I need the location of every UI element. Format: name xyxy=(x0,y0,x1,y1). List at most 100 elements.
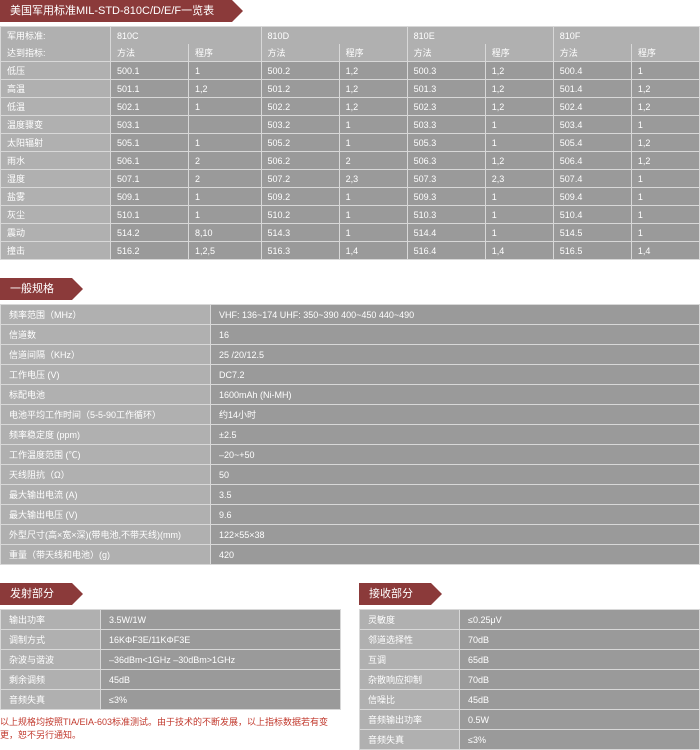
mil-method-cell: 516.4 xyxy=(407,242,485,260)
mil-method-cell: 503.4 xyxy=(553,116,631,134)
table-row: 高温501.11,2501.21,2501.31,2501.41,2 xyxy=(1,80,700,98)
mil-proc-cell: 1,2 xyxy=(339,98,407,116)
mil-sub-method: 方法 xyxy=(111,44,189,62)
tx-footnote: 以上规格均按照TIA/EIA-603标准测试。由于技术的不断发展，以上指标数据若… xyxy=(0,716,341,741)
mil-proc-cell: 1,2 xyxy=(631,98,699,116)
table-row: 灵敏度≤0.25μV xyxy=(360,610,700,630)
spec-value: 3.5W/1W xyxy=(101,610,341,630)
spec-key: 杂波与谐波 xyxy=(1,650,101,670)
table-row: 盐雾509.11509.21509.31509.41 xyxy=(1,188,700,206)
spec-value: 70dB xyxy=(460,670,700,690)
mil-col-810e: 810E xyxy=(407,27,553,45)
mil-proc-cell: 1,2 xyxy=(485,152,553,170)
general-table: 频率范围（MHz）VHF: 136~174 UHF: 350~390 400~4… xyxy=(0,304,700,565)
mil-method-cell: 500.3 xyxy=(407,62,485,80)
mil-proc-cell: 1,2 xyxy=(485,62,553,80)
table-row: 湿度507.12507.22,3507.32,3507.41 xyxy=(1,170,700,188)
mil-proc-cell: 1,2 xyxy=(631,80,699,98)
spec-key: 标配电池 xyxy=(1,385,211,405)
mil-method-cell: 502.2 xyxy=(261,98,339,116)
table-row: 最大输出电压 (V)9.6 xyxy=(1,505,700,525)
mil-proc-cell: 1 xyxy=(189,98,262,116)
mil-method-cell: 506.4 xyxy=(553,152,631,170)
mil-proc-cell: 1 xyxy=(485,188,553,206)
table-row: 太阳辐射505.11505.21505.31505.41,2 xyxy=(1,134,700,152)
mil-proc-cell: 1,2 xyxy=(485,98,553,116)
mil-method-cell: 509.2 xyxy=(261,188,339,206)
mil-method-cell: 500.1 xyxy=(111,62,189,80)
rx-section: 接收部分 灵敏度≤0.25μV邻道选择性70dB互调65dB杂散响应抑制70dB… xyxy=(359,583,700,750)
mil-method-cell: 502.1 xyxy=(111,98,189,116)
mil-col-810f: 810F xyxy=(553,27,699,45)
spec-value: 420 xyxy=(211,545,700,565)
mil-method-cell: 510.2 xyxy=(261,206,339,224)
spec-value: DC7.2 xyxy=(211,365,700,385)
spec-value: –20~+50 xyxy=(211,445,700,465)
spec-value: 约14小时 xyxy=(211,405,700,425)
table-row: 邻道选择性70dB xyxy=(360,630,700,650)
tx-title: 发射部分 xyxy=(0,583,72,605)
mil-method-cell: 514.2 xyxy=(111,224,189,242)
mil-proc-cell: 2,3 xyxy=(485,170,553,188)
mil-proc-cell: 1,4 xyxy=(631,242,699,260)
mil-proc-cell: 1 xyxy=(189,206,262,224)
mil-method-cell: 510.4 xyxy=(553,206,631,224)
mil-proc-cell: 2 xyxy=(189,152,262,170)
table-row: 工作电压 (V)DC7.2 xyxy=(1,365,700,385)
table-row: 标配电池1600mAh (Ni-MH) xyxy=(1,385,700,405)
mil-proc-cell: 1 xyxy=(189,188,262,206)
spec-key: 信道数 xyxy=(1,325,211,345)
spec-key: 工作电压 (V) xyxy=(1,365,211,385)
mil-method-cell: 509.1 xyxy=(111,188,189,206)
mil-method-cell: 516.2 xyxy=(111,242,189,260)
table-row: 重量（带天线和电池）(g)420 xyxy=(1,545,700,565)
spec-key: 输出功率 xyxy=(1,610,101,630)
spec-value: 122×55×38 xyxy=(211,525,700,545)
mil-method-cell: 501.1 xyxy=(111,80,189,98)
spec-key: 音频失真 xyxy=(1,690,101,710)
mil-proc-cell: 8,10 xyxy=(189,224,262,242)
mil-row-label: 撞击 xyxy=(1,242,111,260)
mil-proc-cell: 1 xyxy=(485,224,553,242)
spec-key: 互调 xyxy=(360,650,460,670)
mil-proc-cell: 1,2,5 xyxy=(189,242,262,260)
table-row: 工作温度范围 (℃)–20~+50 xyxy=(1,445,700,465)
mil-sub-proc: 程序 xyxy=(189,44,262,62)
spec-key: 灵敏度 xyxy=(360,610,460,630)
spec-key: 频率范围（MHz） xyxy=(1,305,211,325)
mil-method-cell: 516.5 xyxy=(553,242,631,260)
spec-value: 16KΦF3E/11KΦF3E xyxy=(101,630,341,650)
mil-row-label: 震动 xyxy=(1,224,111,242)
table-row: 信道数16 xyxy=(1,325,700,345)
mil-row-label: 灰尘 xyxy=(1,206,111,224)
mil-proc-cell: 1 xyxy=(339,134,407,152)
spec-value: ≤3% xyxy=(460,730,700,750)
mil-proc-cell: 1 xyxy=(339,206,407,224)
spec-value: 25 /20/12.5 xyxy=(211,345,700,365)
table-row: 调制方式16KΦF3E/11KΦF3E xyxy=(1,630,341,650)
mil-proc-cell xyxy=(189,116,262,134)
mil-proc-cell: 1 xyxy=(189,134,262,152)
spec-key: 调制方式 xyxy=(1,630,101,650)
spec-value: 45dB xyxy=(101,670,341,690)
mil-proc-cell: 1,4 xyxy=(485,242,553,260)
rx-table: 灵敏度≤0.25μV邻道选择性70dB互调65dB杂散响应抑制70dB信噪比45… xyxy=(359,609,700,750)
spec-key: 音频失真 xyxy=(360,730,460,750)
spec-key: 杂散响应抑制 xyxy=(360,670,460,690)
tx-table: 输出功率3.5W/1W调制方式16KΦF3E/11KΦF3E杂波与谐波–36dB… xyxy=(0,609,341,710)
mil-method-cell: 506.3 xyxy=(407,152,485,170)
spec-key: 天线阻抗（Ω） xyxy=(1,465,211,485)
mil-method-cell: 505.2 xyxy=(261,134,339,152)
mil-method-cell: 506.1 xyxy=(111,152,189,170)
table-row: 最大输出电流 (A)3.5 xyxy=(1,485,700,505)
table-row: 音频失真≤3% xyxy=(360,730,700,750)
mil-method-cell: 502.3 xyxy=(407,98,485,116)
mil-col-810d: 810D xyxy=(261,27,407,45)
mil-proc-cell: 1 xyxy=(631,224,699,242)
mil-proc-cell: 1,4 xyxy=(339,242,407,260)
table-row: 震动514.28,10514.31514.41514.51 xyxy=(1,224,700,242)
mil-method-cell: 516.3 xyxy=(261,242,339,260)
spec-value: ≤3% xyxy=(101,690,341,710)
mil-row-label: 盐雾 xyxy=(1,188,111,206)
mil-method-cell: 500.2 xyxy=(261,62,339,80)
